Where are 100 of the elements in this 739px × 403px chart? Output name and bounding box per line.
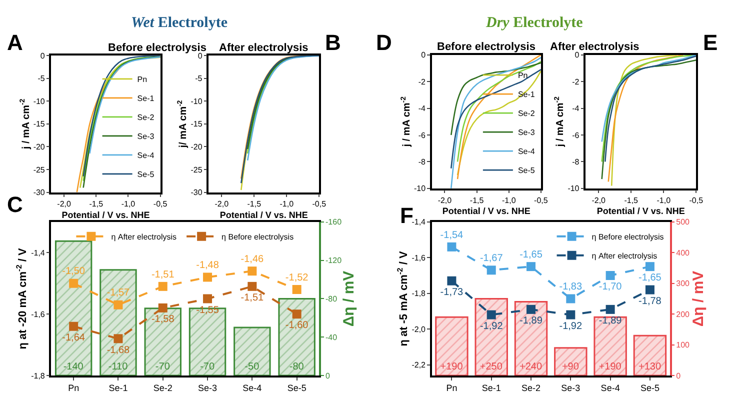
y2-tick-label: 0: [326, 371, 330, 380]
point: [447, 276, 456, 286]
data-label: -1,64: [62, 332, 86, 344]
legend-label: Se-5: [137, 170, 155, 180]
bar: [594, 316, 627, 376]
legend-label: η After electrolysis: [111, 232, 177, 242]
y-tick-label: -4: [572, 104, 580, 114]
x-tick-label: Se-1: [108, 383, 128, 394]
point: [69, 278, 78, 288]
x-tick-label: Se-4: [242, 383, 262, 394]
line-series: [601, 60, 696, 180]
data-label: -1,50: [62, 266, 86, 278]
x-tick-label: Pn: [68, 383, 80, 394]
point: [203, 272, 212, 282]
y2-tick-label: 0: [676, 371, 682, 380]
point: [526, 304, 536, 314]
y-tick-label: -6: [572, 130, 580, 140]
y2-tick-label: -40: [326, 332, 338, 342]
point: [645, 285, 654, 294]
legend-label: Se-4: [518, 147, 536, 156]
x-tick-label: Se-3: [561, 383, 580, 394]
data-label: +240: [520, 362, 542, 373]
point: [158, 282, 168, 291]
point: [606, 271, 615, 280]
x-tick-label: -0,5: [153, 200, 168, 209]
y-tick-label: -8: [418, 158, 426, 166]
y2-tick-label: 300: [676, 279, 690, 288]
chart-title: Before electrolysis: [108, 42, 206, 54]
y-tick-label: -1,4: [31, 248, 46, 258]
data-label: -1,70: [598, 282, 622, 293]
y2-tick-label: -120: [326, 256, 342, 266]
y2-tick-label: -80: [326, 294, 338, 304]
point: [566, 294, 576, 304]
data-label: -80: [289, 362, 304, 373]
data-label: +250: [480, 362, 503, 373]
data-label: -70: [200, 362, 215, 373]
point: [447, 242, 456, 252]
y-tick-label: -20: [33, 142, 46, 152]
y-tick-label: -1,4: [412, 218, 426, 227]
chart-title: After electrolysis: [550, 41, 640, 53]
y-tick-label: -10: [568, 184, 580, 194]
legend-label: Se-5: [518, 166, 536, 176]
y-tick-label: 0: [421, 50, 426, 60]
data-label: -1,65: [638, 272, 662, 284]
point: [486, 310, 496, 320]
x-tick-label: Pn: [446, 383, 458, 394]
x-tick-label: -2,0: [438, 196, 452, 205]
point: [248, 266, 257, 276]
y-tick-label: -1,8: [31, 371, 46, 380]
data-label: -70: [155, 362, 170, 373]
y-tick-label: -5: [38, 74, 46, 84]
point: [486, 266, 496, 275]
y-tick-label: -8: [572, 158, 580, 166]
x-tick-label: Se-2: [522, 383, 541, 394]
x-tick-label: -0,5: [534, 196, 548, 205]
point: [526, 262, 536, 272]
data-label: -1,68: [106, 344, 130, 356]
y-tick-label: -30: [190, 188, 203, 198]
data-label: +130: [638, 362, 662, 373]
legend-label: Se-2: [518, 109, 536, 118]
data-label: -1,83: [559, 282, 582, 293]
y-tick-label: 0: [198, 51, 203, 60]
point: [248, 282, 257, 291]
point: [158, 303, 168, 312]
data-label: -1,89: [520, 316, 543, 327]
x-axis-title: Potential / V vs. NHE: [220, 210, 308, 220]
point: [292, 285, 302, 294]
y-tick-label: -25: [190, 165, 203, 174]
x-axis-title: Potential / V vs. NHE: [442, 206, 530, 216]
legend-label: η Before electrolysis: [592, 232, 664, 242]
x-tick-label: -1,0: [280, 200, 294, 209]
legend-label: η After electrolysis: [592, 252, 658, 261]
legend-label: Pn: [518, 71, 528, 80]
text: C: [7, 192, 23, 217]
x-tick-label: Se-5: [640, 383, 660, 394]
data-label: -1,51: [151, 269, 175, 280]
text: B: [325, 30, 341, 55]
y2-axis-title: Δη / mV: [690, 270, 708, 327]
data-label: -1,52: [285, 272, 309, 284]
y-tick-label: -2: [572, 77, 580, 86]
y-tick-label: -10: [414, 184, 426, 194]
y2-axis-title: Δη / mV: [340, 270, 358, 327]
line-series: [601, 54, 696, 142]
x-tick-label: -0,5: [312, 200, 327, 209]
y2-tick-label: 400: [676, 248, 690, 258]
legend-label: Se-3: [137, 132, 155, 142]
y2-tick-label: 100: [676, 340, 690, 350]
x-tick-label: Se-3: [198, 383, 218, 394]
point: [292, 310, 302, 319]
text: Dry Electrolyte: [485, 15, 584, 31]
x-tick-label: -1,5: [624, 196, 639, 205]
chart-title: Before electrolysis: [437, 41, 536, 53]
data-label: -1,60: [285, 320, 309, 332]
y-tick-label: 0: [574, 50, 580, 60]
data-label: -1,51: [240, 292, 264, 304]
point: [645, 262, 654, 272]
data-label: -1,65: [520, 249, 543, 260]
bar: [554, 347, 588, 376]
point: [114, 300, 123, 310]
data-label: -1,46: [240, 254, 264, 265]
